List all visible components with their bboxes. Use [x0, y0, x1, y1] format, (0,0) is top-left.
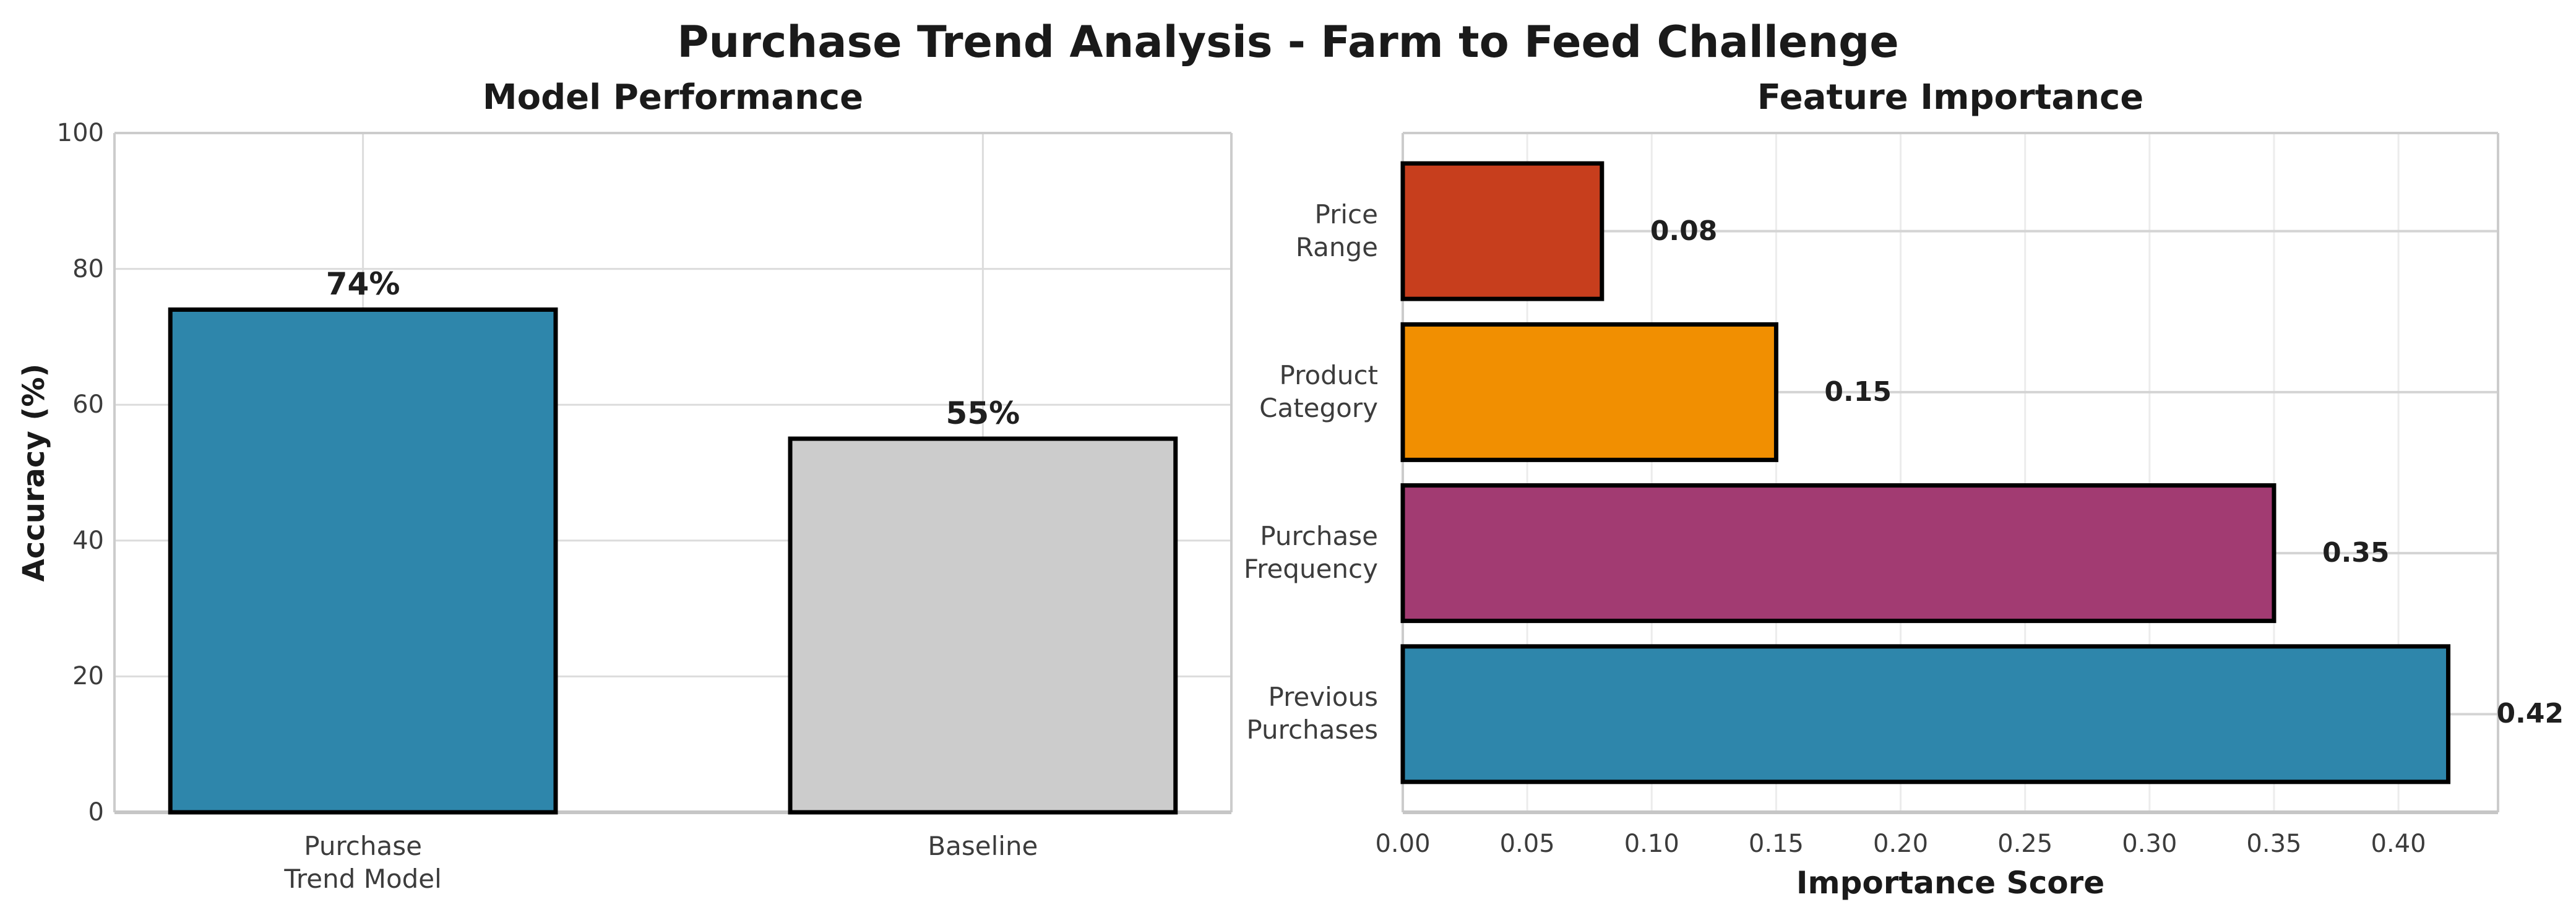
- hbar-value-label: 0.08: [1650, 215, 1718, 247]
- left-chart-y-tick-label: 40: [72, 526, 104, 555]
- hbar-3: [1400, 644, 2451, 784]
- left-chart-y-tick-label: 20: [72, 662, 104, 691]
- bar-0: [168, 307, 558, 815]
- left-chart-y-tick-label: 80: [72, 254, 104, 283]
- right-chart-y-category-label: Purchase Frequency: [1244, 521, 1378, 585]
- right-chart-x-tick-label: 0.25: [1997, 830, 2053, 858]
- bar-value-label: 74%: [325, 266, 400, 303]
- hbar-value-label: 0.35: [2322, 537, 2390, 569]
- hbar-1: [1400, 322, 1778, 462]
- left-chart-y-tick-label: 0: [88, 798, 104, 827]
- left-chart-y-tick-label: 60: [72, 390, 104, 419]
- bar-1: [788, 436, 1178, 815]
- left-chart-y-tick-label: 100: [56, 119, 104, 147]
- hbar-value-label: 0.15: [1824, 376, 1892, 408]
- figure-title: Purchase Trend Analysis - Farm to Feed C…: [677, 17, 1899, 67]
- right-chart-x-tick-label: 0.05: [1499, 830, 1555, 858]
- right-chart-x-tick-label: 0.20: [1873, 830, 1929, 858]
- right-chart-y-category-label: Previous Purchases: [1246, 682, 1378, 745]
- right-chart-x-tick-label: 0.35: [2246, 830, 2302, 858]
- hbar-value-label: 0.42: [2496, 698, 2564, 730]
- right-chart-x-tick-label: 0.30: [2122, 830, 2178, 858]
- right-chart-y-category-label: Price Range: [1295, 199, 1378, 262]
- right-chart-x-axis-label: Importance Score: [1796, 865, 2105, 901]
- right-chart-x-tick-label: 0.10: [1624, 830, 1679, 858]
- left-chart-x-category-label: Baseline: [928, 831, 1038, 861]
- left-chart-x-category-label: Purchase Trend Model: [284, 831, 442, 894]
- hbar-2: [1400, 483, 2277, 624]
- bar-value-label: 55%: [946, 395, 1020, 432]
- right-chart-y-category-label: Product Category: [1259, 359, 1378, 423]
- hbar-0: [1400, 161, 1605, 301]
- right-chart-x-tick-label: 0.00: [1375, 830, 1431, 858]
- left-chart-title: Model Performance: [482, 77, 864, 118]
- right-chart-title: Feature Importance: [1757, 77, 2144, 118]
- right-chart-x-tick-label: 0.40: [2371, 830, 2426, 858]
- right-chart-x-tick-label: 0.15: [1748, 830, 1804, 858]
